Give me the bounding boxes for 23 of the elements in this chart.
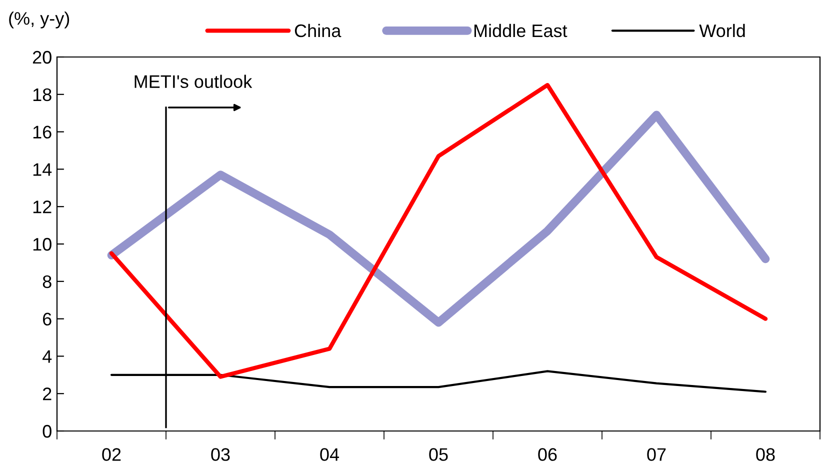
x-tick-label: 07	[647, 448, 666, 461]
annotation: METI's outlook	[134, 74, 252, 88]
x-tick-label: 05	[429, 448, 448, 461]
x-tick-label: 04	[320, 448, 340, 461]
y-tick-label: 16	[33, 126, 52, 139]
y-axis-title: (%, y-y)	[9, 12, 70, 28]
x-tick-label: 03	[211, 448, 230, 461]
y-tick-label: 14	[33, 163, 52, 176]
x-tick-label: 06	[538, 448, 557, 461]
y-tick-label: 6	[43, 312, 52, 326]
y-tick-label: 8	[42, 275, 52, 288]
y-tick-label: 0	[42, 424, 52, 438]
y-tick-label: 2	[43, 388, 52, 400]
y-tick-label: 12	[33, 200, 52, 214]
y-tick-label: 4	[42, 350, 52, 363]
legend-label: World	[699, 24, 745, 38]
y-tick-label: 18	[33, 88, 52, 102]
legend-label: China	[294, 24, 342, 38]
y-tick-label: 10	[33, 238, 52, 251]
x-tick-label: 02	[102, 448, 121, 461]
x-tick-label: 08	[756, 448, 775, 461]
legend-label: Middle East	[474, 24, 568, 38]
y-tick-label: 20	[32, 50, 52, 64]
